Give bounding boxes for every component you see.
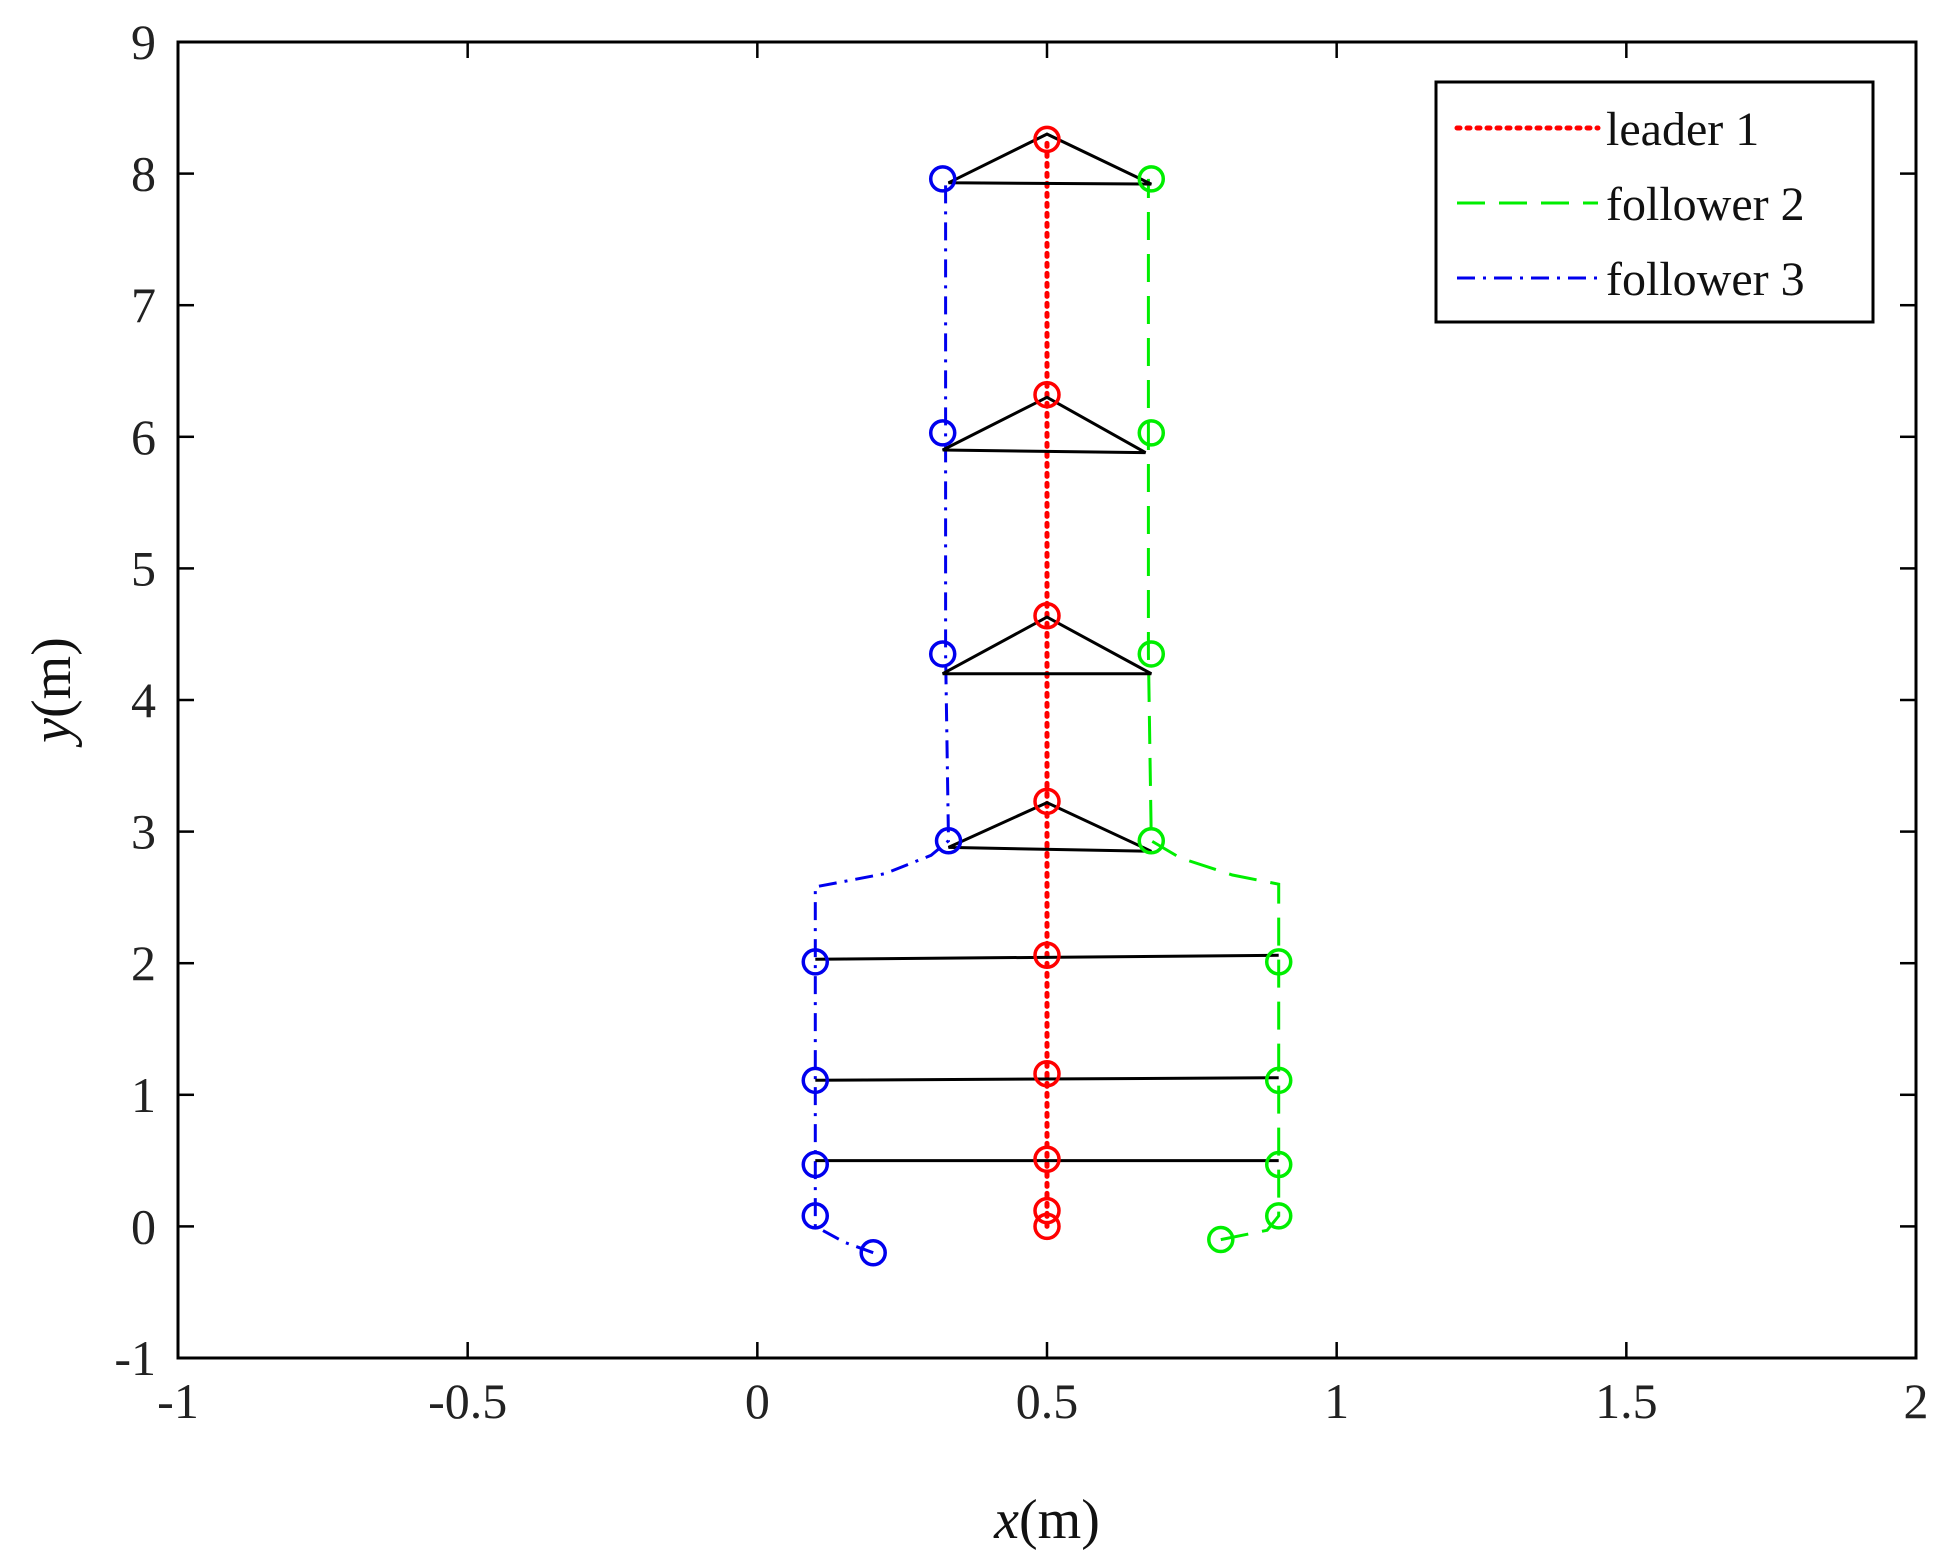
series-line-2 [813, 178, 951, 1255]
series-0-marker-8 [1033, 125, 1061, 154]
formation-link-5 [942, 395, 1147, 455]
y-tick-label-7: 6 [131, 409, 156, 465]
series-0-marker-3 [1033, 1059, 1061, 1088]
y-tick-label-2: 1 [131, 1067, 156, 1123]
y-tick-label-4: 3 [131, 804, 156, 860]
series-0-marker-1 [1033, 1196, 1061, 1225]
series-2-marker-7 [928, 419, 957, 447]
series-1-marker-8 [1137, 165, 1166, 193]
y-tick-label-8: 7 [131, 277, 156, 333]
y-tick-label-6: 5 [131, 540, 156, 596]
y-tick-label-9: 8 [131, 146, 156, 202]
legend-label-leader-1: leader 1 [1606, 103, 1759, 156]
series-0-marker-2 [1033, 1145, 1061, 1174]
series-2-marker-4 [801, 948, 830, 976]
x-axis-unit: (m) [1019, 1489, 1100, 1551]
formation-link-2 [815, 953, 1279, 961]
series-0-marker-4 [1033, 941, 1061, 970]
series-2-marker-6 [928, 640, 957, 668]
legend-label-follower-3: follower 3 [1606, 253, 1805, 306]
x-tick-label-0: -1 [157, 1373, 199, 1429]
series-line-1 [1146, 178, 1281, 1242]
x-axis-title: x(m) [993, 1489, 1100, 1551]
series-2-marker-8 [928, 165, 957, 193]
formation-link-3 [947, 800, 1152, 853]
y-axis-title: y(m) [21, 637, 83, 748]
y-axis-unit: (m) [21, 637, 83, 718]
series-1-marker-1 [1264, 1202, 1293, 1230]
legend-label-follower-2: follower 2 [1606, 178, 1805, 231]
series-0-marker-6 [1033, 602, 1061, 630]
x-tick-label-5: 1.5 [1595, 1373, 1658, 1429]
series-2-marker-3 [801, 1066, 830, 1095]
x-tick-label-6: 2 [1904, 1373, 1929, 1429]
plot-data-layer [801, 125, 1293, 1267]
y-tick-label-10: 9 [131, 14, 156, 70]
series-0-marker-5 [1033, 787, 1061, 816]
series-0-marker-7 [1033, 380, 1061, 409]
series-2-marker-0 [859, 1238, 887, 1267]
series-1-marker-0 [1207, 1225, 1235, 1254]
y-tick-label-3: 2 [131, 935, 156, 991]
series-1-marker-3 [1264, 1066, 1293, 1095]
series-1-marker-2 [1264, 1150, 1293, 1179]
x-tick-label-1: -0.5 [428, 1373, 507, 1429]
x-tick-label-4: 1 [1324, 1373, 1349, 1429]
formation-link-4 [941, 615, 1153, 676]
legend: leader 1 follower 2 follower 3 [1434, 80, 1875, 324]
formation-link-6 [947, 132, 1152, 186]
x-tick-label-2: 0 [745, 1373, 770, 1429]
series-1-marker-4 [1264, 948, 1293, 976]
series-1-marker-6 [1137, 640, 1166, 668]
y-tick-label-1: 0 [131, 1198, 156, 1254]
series-2-marker-2 [801, 1150, 830, 1179]
series-2-marker-5 [934, 827, 963, 855]
x-tick-label-3: 0.5 [1016, 1373, 1079, 1429]
y-axis-var: y [21, 718, 83, 748]
series-0-marker-0 [1033, 1212, 1061, 1241]
series-2-marker-1 [801, 1202, 830, 1230]
formation-link-1 [815, 1076, 1279, 1082]
x-axis-var: x [993, 1489, 1019, 1551]
y-tick-label-0: -1 [114, 1330, 156, 1386]
series-1-marker-7 [1137, 419, 1166, 447]
series-1-marker-5 [1137, 827, 1166, 855]
y-tick-label-5: 4 [131, 672, 156, 728]
tick-layer: -1 -0.5 0 0.5 1 1.5 2 -1 0 1 2 3 4 5 6 7 8 9 [114, 14, 1928, 1429]
